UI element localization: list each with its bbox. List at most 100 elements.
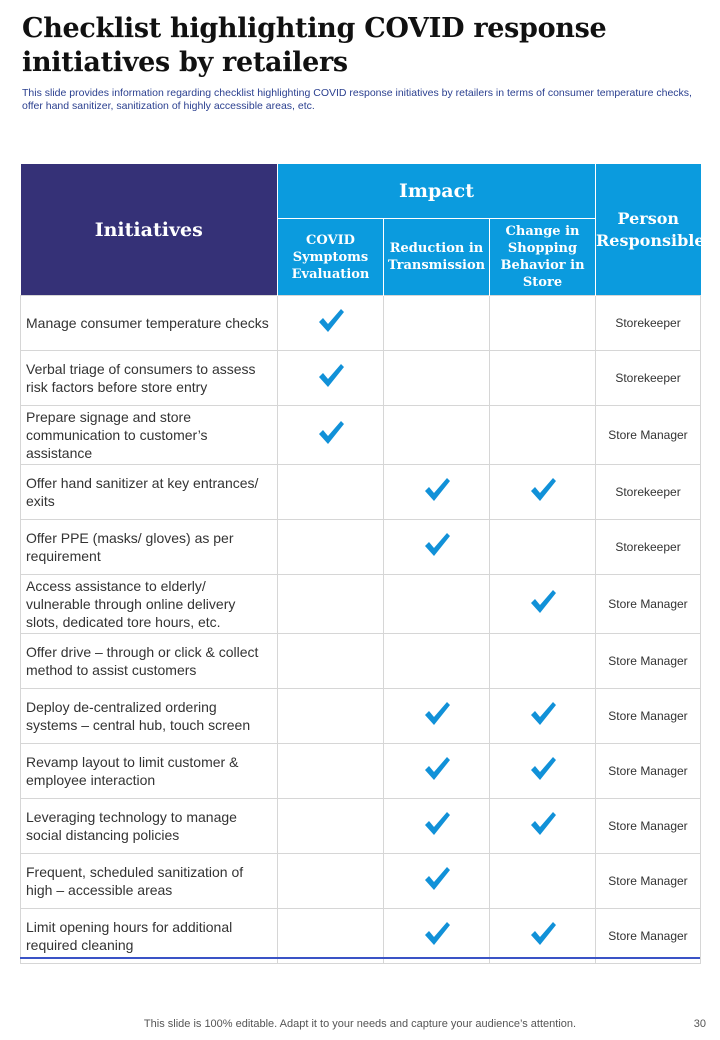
initiative-cell: Leveraging technology to manage social d… xyxy=(20,798,278,854)
impact-cell xyxy=(277,743,384,799)
check-icon xyxy=(422,475,452,505)
check-icon xyxy=(422,919,452,949)
table-row: Verbal triage of consumers to assess ris… xyxy=(20,350,701,406)
impact-cell xyxy=(383,688,490,744)
impact-cell xyxy=(277,633,384,689)
impact-cell xyxy=(489,574,596,634)
person-responsible-cell: Store Manager xyxy=(595,798,701,854)
table-row: Revamp layout to limit customer & employ… xyxy=(20,743,701,799)
impact-cell xyxy=(489,405,596,465)
impact-cell xyxy=(383,853,490,909)
impact-cell xyxy=(489,688,596,744)
initiative-cell: Deploy de-centralized ordering systems –… xyxy=(20,688,278,744)
person-responsible-cell: Store Manager xyxy=(595,743,701,799)
initiative-cell: Offer drive – through or click & collect… xyxy=(20,633,278,689)
impact-cell xyxy=(277,350,384,406)
person-responsible-cell: Store Manager xyxy=(595,688,701,744)
check-icon xyxy=(316,306,346,336)
page-number: 30 xyxy=(693,1018,706,1030)
check-icon xyxy=(422,530,452,560)
person-responsible-cell: Store Manager xyxy=(595,574,701,634)
impact-cell xyxy=(277,295,384,351)
impact-cell xyxy=(277,464,384,520)
person-responsible-cell: Storekeeper xyxy=(595,519,701,575)
initiative-cell: Access assistance to elderly/ vulnerable… xyxy=(20,574,278,634)
impact-cell xyxy=(383,743,490,799)
impact-cell xyxy=(383,908,490,964)
check-icon xyxy=(422,809,452,839)
impact-cell xyxy=(277,908,384,964)
initiative-cell: Offer PPE (masks/ gloves) as per require… xyxy=(20,519,278,575)
person-responsible-cell: Store Manager xyxy=(595,853,701,909)
impact-cell xyxy=(277,798,384,854)
check-icon xyxy=(528,809,558,839)
check-icon xyxy=(422,864,452,894)
impact-cell xyxy=(383,633,490,689)
impact-cell xyxy=(489,633,596,689)
table-row: Deploy de-centralized ordering systems –… xyxy=(20,688,701,744)
impact-cell xyxy=(383,295,490,351)
check-icon xyxy=(422,754,452,784)
person-responsible-cell: Store Manager xyxy=(595,908,701,964)
table-row: Access assistance to elderly/ vulnerable… xyxy=(20,574,701,634)
impact-column-header: Change in Shopping Behavior in Store xyxy=(489,218,596,296)
initiatives-header: Initiatives xyxy=(20,164,278,296)
initiative-cell: Verbal triage of consumers to assess ris… xyxy=(20,350,278,406)
table-row: Prepare signage and store communication … xyxy=(20,405,701,465)
check-icon xyxy=(316,418,346,448)
initiative-cell: Limit opening hours for additional requi… xyxy=(20,908,278,964)
table-row: Leveraging technology to manage social d… xyxy=(20,798,701,854)
impact-cell xyxy=(383,519,490,575)
impact-cell xyxy=(489,853,596,909)
check-icon xyxy=(528,699,558,729)
table-row: Manage consumer temperature checks Storek… xyxy=(20,295,701,351)
table-row: Frequent, scheduled sanitization of high… xyxy=(20,853,701,909)
page-subtitle: This slide provides information regardin… xyxy=(22,87,692,112)
footer-note: This slide is 100% editable. Adapt it to… xyxy=(143,1018,577,1030)
page-title: Checklist highlighting COVID response in… xyxy=(22,13,607,78)
table-row: Limit opening hours for additional requi… xyxy=(20,908,701,964)
impact-cell xyxy=(489,350,596,406)
impact-cell xyxy=(277,519,384,575)
table-bottom-rule xyxy=(20,957,700,959)
impact-cell xyxy=(277,405,384,465)
impact-cell xyxy=(383,574,490,634)
impact-cell xyxy=(383,405,490,465)
initiatives-table: Initiatives Impact Person Responsible CO… xyxy=(20,164,705,964)
table-row: Offer drive – through or click & collect… xyxy=(20,633,701,689)
impact-header: Impact xyxy=(277,164,596,219)
initiative-cell: Prepare signage and store communication … xyxy=(20,405,278,465)
person-responsible-cell: Store Manager xyxy=(595,405,701,465)
impact-cell xyxy=(383,798,490,854)
person-responsible-cell: Storekeeper xyxy=(595,464,701,520)
check-icon xyxy=(316,361,346,391)
impact-cell xyxy=(489,798,596,854)
impact-cell xyxy=(489,295,596,351)
person-responsible-cell: Storekeeper xyxy=(595,350,701,406)
impact-column-header: COVID Symptoms Evaluation xyxy=(277,218,384,296)
impact-cell xyxy=(277,853,384,909)
impact-cell xyxy=(277,574,384,634)
impact-cell xyxy=(277,688,384,744)
table-row: Offer PPE (masks/ gloves) as per require… xyxy=(20,519,701,575)
check-icon xyxy=(422,699,452,729)
initiative-cell: Manage consumer temperature checks xyxy=(20,295,278,351)
table-row: Offer hand sanitizer at key entrances/ e… xyxy=(20,464,701,520)
check-icon xyxy=(528,475,558,505)
impact-cell xyxy=(383,350,490,406)
check-icon xyxy=(528,754,558,784)
impact-cell xyxy=(489,743,596,799)
impact-cell xyxy=(383,464,490,520)
initiative-cell: Frequent, scheduled sanitization of high… xyxy=(20,853,278,909)
initiative-cell: Offer hand sanitizer at key entrances/ e… xyxy=(20,464,278,520)
person-responsible-cell: Storekeeper xyxy=(595,295,701,351)
impact-cell xyxy=(489,464,596,520)
person-responsible-header: Person Responsible xyxy=(595,164,705,296)
impact-cell xyxy=(489,519,596,575)
impact-cell xyxy=(489,908,596,964)
impact-column-header: Reduction in Transmission xyxy=(383,218,490,296)
check-icon xyxy=(528,587,558,617)
initiative-cell: Revamp layout to limit customer & employ… xyxy=(20,743,278,799)
check-icon xyxy=(528,919,558,949)
person-responsible-cell: Store Manager xyxy=(595,633,701,689)
